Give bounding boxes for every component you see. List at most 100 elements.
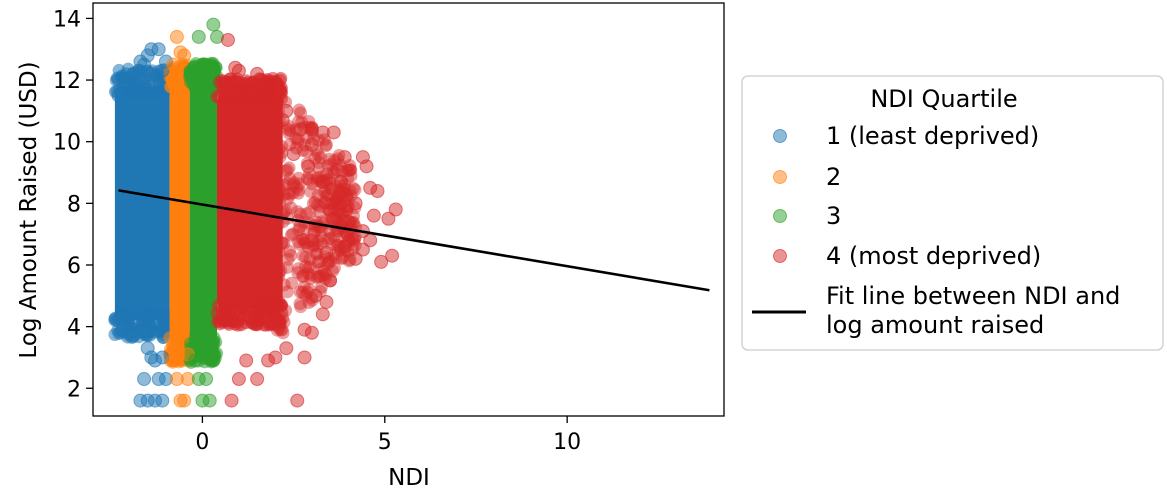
- y-axis: 2 4 6 8 10 12 14: [53, 7, 93, 402]
- band-marker: [281, 192, 295, 206]
- band-marker: [272, 294, 286, 308]
- data-point-q4: [355, 242, 370, 257]
- band-marker: [293, 220, 307, 234]
- band-marker: [297, 280, 311, 294]
- band-marker: [274, 264, 288, 278]
- band-marker: [291, 223, 305, 237]
- band-marker: [292, 171, 306, 185]
- band-marker: [163, 331, 177, 345]
- band-marker: [344, 163, 358, 177]
- band-marker: [270, 191, 284, 205]
- band-marker: [277, 236, 291, 250]
- data-point-q4: [315, 174, 330, 189]
- band-marker: [273, 183, 287, 197]
- band-marker: [222, 312, 236, 326]
- band-marker: [340, 227, 354, 241]
- band-marker: [310, 270, 324, 284]
- band-marker: [343, 184, 357, 198]
- band-marker: [327, 201, 341, 215]
- band-marker: [314, 262, 328, 276]
- legend-label-2: 2: [826, 163, 841, 191]
- band-marker: [292, 177, 306, 191]
- band-marker: [336, 251, 350, 265]
- data-point-q4: [231, 372, 246, 387]
- band-marker: [346, 181, 360, 195]
- band-marker: [291, 266, 305, 280]
- band-marker: [277, 315, 291, 329]
- data-point-q4: [239, 353, 254, 368]
- band-marker: [275, 236, 289, 250]
- band-marker: [272, 266, 286, 280]
- band-marker: [290, 181, 304, 195]
- band-marker: [219, 75, 233, 89]
- band-core-3: [189, 80, 218, 346]
- legend-box: [741, 75, 1164, 351]
- band-marker: [280, 163, 294, 177]
- legend-title: NDI Quartile: [870, 85, 1017, 113]
- band-marker: [205, 341, 219, 355]
- band-marker: [291, 205, 305, 219]
- band-marker: [311, 255, 325, 269]
- band-marker: [308, 195, 322, 209]
- band-marker: [278, 178, 292, 192]
- band-marker: [271, 261, 285, 275]
- data-point-q4: [348, 251, 363, 266]
- band-marker: [280, 260, 294, 274]
- band-marker: [318, 196, 332, 210]
- band-marker: [310, 247, 324, 261]
- band-marker: [269, 318, 283, 332]
- data-point-q4: [348, 196, 363, 211]
- band-marker: [322, 152, 336, 166]
- legend-marker-1: [773, 129, 787, 143]
- band-marker: [292, 103, 306, 117]
- band-marker: [275, 140, 289, 154]
- data-point-q4: [326, 211, 341, 226]
- data-point-q4: [374, 254, 389, 269]
- band-marker: [305, 177, 319, 191]
- band-marker: [216, 86, 230, 100]
- band-marker: [323, 225, 337, 239]
- band-marker: [337, 195, 351, 209]
- band-marker: [299, 260, 313, 274]
- data-point-q1: [126, 328, 141, 343]
- band-marker: [320, 188, 334, 202]
- band-marker: [312, 156, 326, 170]
- band-marker: [276, 311, 290, 325]
- band-marker: [323, 197, 337, 211]
- data-point-q4: [220, 32, 235, 47]
- band-marker: [273, 196, 287, 210]
- data-point-q1: [137, 372, 152, 387]
- x-axis: 0 5 10: [195, 416, 581, 455]
- legend-marker-3: [773, 209, 787, 223]
- band-marker: [347, 232, 361, 246]
- point-layer: [111, 17, 403, 408]
- band-marker: [251, 304, 265, 318]
- band-marker: [321, 188, 335, 202]
- data-point-q4: [275, 113, 290, 128]
- data-point-q4: [297, 350, 312, 365]
- band-marker: [272, 321, 286, 335]
- band-marker: [293, 285, 307, 299]
- band-marker: [229, 93, 243, 107]
- data-point-q2: [177, 48, 192, 63]
- data-point-q4: [385, 248, 400, 263]
- band-marker: [318, 195, 332, 209]
- data-point-q4: [297, 322, 312, 337]
- data-point-q3: [206, 17, 221, 32]
- band-marker: [313, 269, 327, 283]
- data-point-q4: [308, 288, 323, 303]
- band-marker: [283, 124, 297, 138]
- data-point-q4: [231, 63, 246, 78]
- band-marker: [296, 249, 310, 263]
- data-point-q4: [279, 341, 294, 356]
- band-marker: [183, 65, 197, 79]
- band-marker: [296, 269, 310, 283]
- band-marker: [109, 311, 123, 325]
- data-point-q3: [206, 353, 221, 368]
- band-marker: [191, 338, 205, 352]
- band-marker: [283, 172, 297, 186]
- band-marker: [303, 205, 317, 219]
- band-marker: [314, 151, 328, 165]
- band-marker: [272, 142, 286, 156]
- band-marker: [314, 223, 328, 237]
